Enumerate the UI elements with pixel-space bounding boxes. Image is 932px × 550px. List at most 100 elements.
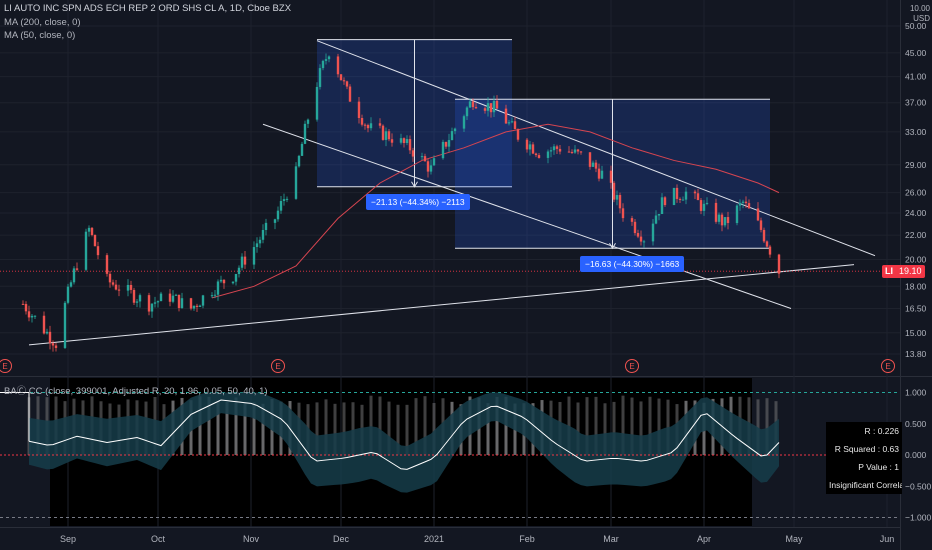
- candle-body: [252, 247, 256, 265]
- indicator-bar: [504, 396, 508, 455]
- indicator-bar: [414, 398, 418, 455]
- candle-body: [555, 146, 559, 149]
- ma50-line: [211, 123, 780, 299]
- candle-body: [678, 198, 682, 200]
- candle-body: [240, 256, 244, 268]
- earnings-marker: E: [881, 359, 895, 373]
- candlesticks: [21, 53, 781, 352]
- candle-body: [726, 217, 730, 224]
- measurement-label-2[interactable]: −16.63 (−44.30%) −1663: [580, 256, 685, 272]
- last-price-tag: LI 19.10: [882, 265, 925, 278]
- candle-body: [48, 331, 52, 344]
- candle-body: [369, 123, 373, 129]
- candle-body: [777, 254, 781, 274]
- indicator-axis-label: 1.000: [905, 388, 927, 398]
- candle-body: [90, 227, 94, 235]
- indicator-bar: [630, 397, 634, 455]
- earnings-marker: E: [0, 359, 12, 373]
- candle-body: [588, 152, 592, 167]
- measurement-label-1[interactable]: −21.13 (−44.34%) −2113: [366, 194, 470, 210]
- candle-body: [378, 123, 382, 126]
- candle-body: [216, 281, 220, 295]
- candle-body: [420, 156, 424, 158]
- candle-body: [126, 284, 130, 291]
- indicator-bar: [369, 395, 373, 455]
- candle-body: [96, 246, 100, 256]
- candle-body: [210, 295, 214, 297]
- candle-body: [636, 233, 640, 237]
- candle-body: [51, 343, 55, 346]
- time-axis-label: Jun: [880, 534, 895, 544]
- candle-body: [390, 139, 394, 143]
- candle-body: [618, 195, 622, 209]
- stat-r-squared: R Squared : 0.63: [826, 440, 902, 458]
- candle-body: [465, 107, 469, 117]
- indicator-bar: [315, 402, 319, 455]
- candle-body: [21, 303, 25, 305]
- candle-body: [594, 162, 598, 169]
- indicator-bar: [567, 396, 571, 455]
- candle-body: [546, 151, 550, 158]
- candle-body: [384, 131, 388, 140]
- time-axis-label: Nov: [243, 534, 260, 544]
- price-range-1: [317, 39, 512, 188]
- candle-body: [612, 182, 616, 200]
- indicator-bar: [765, 398, 769, 455]
- indicator-legend: BAⒸ CC (close, 399001, Adjusted R, 20, 1…: [4, 386, 268, 397]
- candle-body: [507, 122, 511, 124]
- candle-body: [402, 138, 406, 143]
- indicator-bar: [603, 403, 607, 455]
- time-axis-label: 2021: [424, 534, 444, 544]
- candle-body: [450, 131, 454, 141]
- candle-body: [174, 294, 178, 296]
- indicator-bar: [351, 402, 355, 455]
- indicator-bar: [486, 403, 490, 455]
- time-axis-label: Apr: [697, 534, 711, 544]
- candle-body: [600, 170, 604, 179]
- candle-body: [213, 294, 217, 296]
- price-range-2: [455, 98, 770, 250]
- indicator-bar: [639, 401, 643, 455]
- indicator-bar: [396, 404, 400, 455]
- candle-body: [534, 153, 538, 156]
- candle-body: [570, 151, 574, 153]
- currency-label: 10.00 USD: [909, 4, 930, 23]
- candle-body: [510, 121, 514, 123]
- candle-body: [762, 229, 766, 242]
- price-axis-label: 24.00: [905, 208, 927, 218]
- candle-body: [84, 231, 88, 270]
- earnings-marker-circle: [881, 359, 895, 373]
- candle-body: [675, 187, 679, 199]
- candle-body: [432, 158, 436, 166]
- candle-body: [759, 220, 763, 230]
- candle-body: [327, 56, 331, 60]
- price-range-arrowhead: [411, 181, 418, 188]
- candle-body: [768, 246, 772, 255]
- earnings-marker-circle: [625, 359, 639, 373]
- candle-body: [429, 165, 433, 172]
- candle-body: [495, 100, 499, 109]
- candle-body: [75, 268, 79, 270]
- candle-body: [411, 150, 415, 157]
- indicator-bar: [648, 396, 652, 455]
- candle-body: [147, 295, 151, 312]
- candle-body: [591, 162, 595, 167]
- candle-body: [105, 255, 109, 274]
- price-axis-label: 22.00: [905, 230, 927, 240]
- indicator-bar: [756, 399, 760, 455]
- candle-body: [447, 140, 451, 147]
- candle-body: [264, 222, 268, 230]
- candle-body: [276, 210, 280, 220]
- candle-body: [27, 311, 31, 318]
- earnings-marker-label: E: [2, 362, 7, 371]
- candle-body: [738, 202, 742, 206]
- candle-body: [654, 215, 658, 224]
- candle-body: [243, 256, 247, 265]
- candle-body: [705, 202, 709, 204]
- indicator-bar: [225, 401, 229, 455]
- candle-body: [408, 139, 412, 151]
- channel-upper-trendline: [316, 40, 876, 257]
- indicator-bar: [234, 397, 238, 455]
- indicator-axis-label: 0.000: [905, 450, 927, 460]
